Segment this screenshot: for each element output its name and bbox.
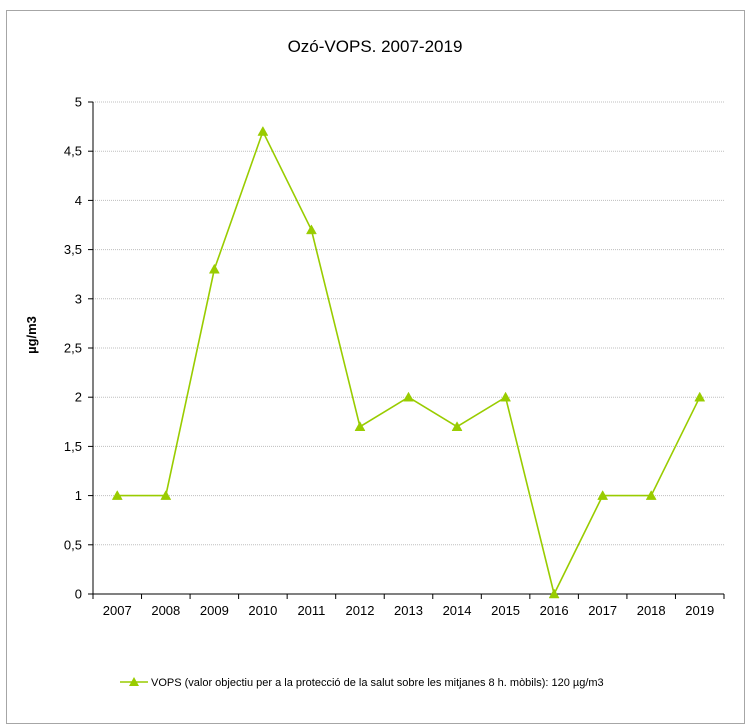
data-point-marker xyxy=(403,391,414,402)
data-point-marker xyxy=(597,490,609,500)
legend-marker xyxy=(129,677,139,686)
x-tick-label: 2019 xyxy=(685,603,714,618)
y-tick-label: 4 xyxy=(75,193,82,208)
legend: VOPS (valor objectiu per a la protecció … xyxy=(120,677,604,689)
axes: 0 0,5 1 1,5 2 2,5 3 3,5 4 4,5 5 2007 2008 2009 2010 201… xyxy=(64,95,725,618)
y-tick-label: 5 xyxy=(75,95,82,110)
y-tick-label: 2 xyxy=(75,390,82,405)
data-point-marker xyxy=(354,421,366,431)
data-point-marker xyxy=(160,490,172,500)
x-tick-label: 2014 xyxy=(443,603,472,618)
data-point-marker xyxy=(208,263,220,274)
x-tick-label: 2015 xyxy=(491,603,520,618)
chart-frame xyxy=(6,10,745,724)
data-point-marker xyxy=(305,224,317,235)
x-tick-label: 2007 xyxy=(103,603,132,618)
x-tick-label: 2012 xyxy=(346,603,375,618)
data-point-marker xyxy=(257,126,269,136)
x-tick-label: 2010 xyxy=(248,603,277,618)
series-layer xyxy=(111,126,706,599)
chart-title: Ozó-VOPS. 2007-2019 xyxy=(287,37,463,56)
data-point-marker xyxy=(548,588,560,599)
x-tick-label: 2011 xyxy=(297,603,325,618)
x-tick-label: 2017 xyxy=(588,603,617,618)
y-tick-label: 1 xyxy=(75,488,82,503)
legend-entry: VOPS (valor objectiu per a la protecció … xyxy=(151,677,604,689)
data-point-marker xyxy=(500,391,512,402)
y-tick-label: 3,5 xyxy=(64,242,82,257)
data-point-marker xyxy=(111,490,123,500)
x-tick-label: 2016 xyxy=(540,603,569,618)
data-point-marker xyxy=(694,391,706,402)
y-tick-label: 4,5 xyxy=(64,144,82,159)
data-point-marker xyxy=(645,490,657,500)
y-axis-label: µg/m3 xyxy=(24,316,39,354)
gridlines xyxy=(93,101,724,546)
series-line xyxy=(117,129,701,597)
y-tick-label: 3 xyxy=(75,291,82,306)
y-tick-label: 0,5 xyxy=(64,537,82,552)
x-tick-label: 2009 xyxy=(200,603,229,618)
x-tick-label: 2013 xyxy=(394,603,423,618)
data-point-marker xyxy=(451,421,463,431)
y-tick-label: 1,5 xyxy=(64,439,82,454)
x-tick-label: 2008 xyxy=(151,603,180,618)
x-tick-label: 2018 xyxy=(637,603,666,618)
y-tick-label: 0 xyxy=(75,587,82,602)
y-tick-label: 2,5 xyxy=(64,341,82,356)
